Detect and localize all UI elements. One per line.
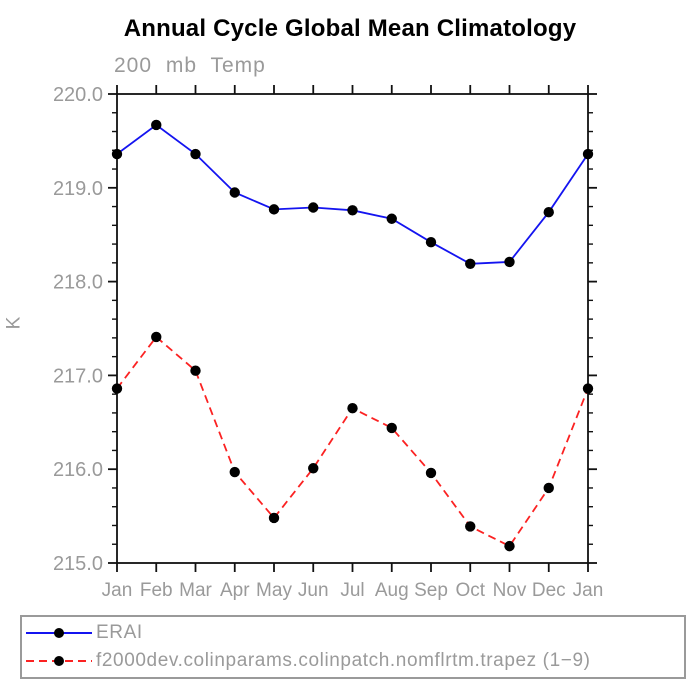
series-line-0 [116,123,589,265]
x-tick-label: Jan [573,580,604,601]
y-tick-label: 217.0 [53,365,103,387]
x-tick-label: Jan [102,580,133,601]
data-point-marker [190,365,201,376]
x-tick-label: Sep [414,580,448,601]
x-tick-label: Jun [298,580,329,601]
legend-marker-icon [54,628,64,638]
data-point-marker [425,467,437,479]
chart-subtitle: 200 mb Temp [114,54,266,77]
data-point-marker [582,383,594,394]
legend-marker-icon [54,656,64,666]
data-point-marker [151,119,162,131]
y-tick-label: 216.0 [53,459,103,481]
chart-title: Annual Cycle Global Mean Climatology [123,15,577,42]
x-tick-label: Jul [340,580,364,601]
data-point-marker [465,258,476,269]
legend-label: ERAI [96,622,143,643]
data-point-marker [268,512,280,524]
data-point-marker [111,383,123,394]
data-point-marker [308,202,319,213]
y-tick-label: 219.0 [53,178,103,200]
y-tick-label: 220.0 [53,84,103,106]
data-point-marker [347,403,358,414]
x-tick-label: Nov [493,580,527,601]
data-point-marker [111,148,123,160]
data-point-marker [425,237,437,248]
legend-label: f2000dev.colinparams.colinpatch.nomflrtm… [96,650,591,671]
data-point-marker [268,204,280,215]
data-point-marker [504,540,515,552]
x-tick-label: Feb [140,580,173,601]
data-point-marker [190,148,201,160]
series-line-1 [116,335,589,548]
legend-item-0: ERAI [24,620,684,647]
data-point-marker [465,521,476,532]
legend-box: ERAI f2000dev.colinparams.colinpatch.nomf… [20,615,686,679]
x-tick-label: May [256,580,292,601]
data-point-marker [386,213,397,224]
x-tick-label: Mar [179,580,212,601]
x-tick-label: Aug [375,580,409,601]
data-point-marker [543,206,554,218]
data-point-marker [386,422,397,434]
y-tick-label: 215.0 [53,553,103,575]
x-tick-label: Dec [532,580,566,601]
data-point-marker [504,256,515,268]
x-tick-label: Apr [220,580,250,601]
data-point-marker [229,187,240,198]
data-point-marker [582,148,594,160]
y-tick-label: 218.0 [53,272,103,294]
data-point-marker [347,205,358,216]
legend-item-1: f2000dev.colinparams.colinpatch.nomflrtm… [24,648,684,675]
legend-line-sample [26,628,92,638]
data-point-marker [308,463,319,474]
x-tick-label: Oct [455,580,485,601]
data-point-marker [151,331,162,343]
data-point-marker [543,482,554,494]
legend-line-sample [26,656,92,666]
data-point-marker [229,466,240,478]
plot-frame [116,93,589,564]
